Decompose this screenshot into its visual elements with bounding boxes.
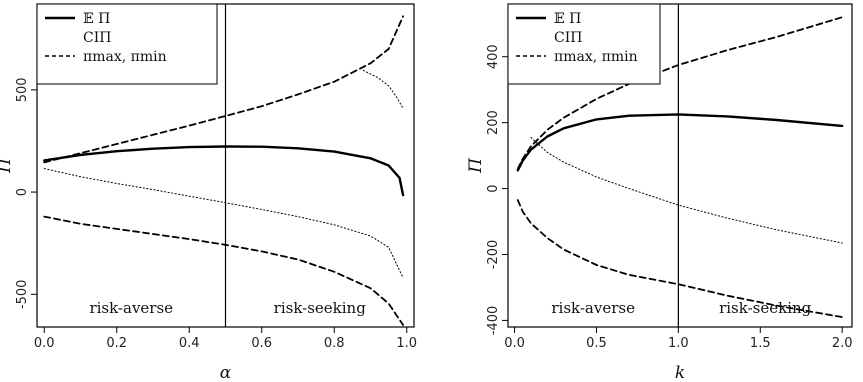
legend: 𝔼 Π CIΠ πmax, πmin (507, 3, 661, 85)
legend-entry-expected: 𝔼 Π (554, 11, 581, 27)
y-tick-label: 400 (486, 44, 501, 69)
chart-panel-k: 0.0 0.5 1.0 1.5 2.0 -400 -200 0 200 400 k Π risk-… (466, 3, 853, 382)
x-tick-label: 1.0 (396, 336, 417, 351)
y-tick-label: 0 (486, 184, 501, 192)
x-tick-label: 0.0 (34, 336, 55, 351)
axis-ticks: 0.0 0.2 0.4 0.6 0.8 1.0 -500 0 500 (15, 77, 417, 351)
series-line-dashed-2 (516, 16, 844, 170)
series-line-dashed-3 (516, 199, 844, 318)
y-tick-label: 200 (486, 110, 501, 135)
series-line-solid-0 (43, 145, 405, 197)
series-line-dashed-4 (43, 215, 404, 326)
x-tick-label: 0.8 (324, 336, 345, 351)
series-line-dotted-1 (43, 168, 404, 279)
legend-entry-ci: CIΠ (554, 30, 582, 46)
x-tick-label: 1.5 (750, 336, 771, 351)
chart-panel-alpha: 0.0 0.2 0.4 0.6 0.8 1.0 -500 0 500 α Π risk-aver… (0, 3, 417, 382)
y-tick-label: 500 (15, 77, 30, 102)
y-axis-label: Π (466, 157, 486, 174)
x-tick-label: 2.0 (832, 336, 853, 351)
series-line-solid-0 (516, 113, 844, 172)
plot-frame (507, 3, 853, 328)
x-tick-label: 0.5 (586, 336, 607, 351)
series-marks (516, 4, 844, 327)
x-axis-label: α (220, 363, 232, 382)
legend-entry-minmax: πmax, πmin (554, 49, 638, 65)
region-label-risk-seeking: risk-seeking (274, 299, 367, 317)
x-tick-label: 0.0 (504, 336, 525, 351)
x-tick-label: 1.0 (668, 336, 689, 351)
region-label-risk-averse: risk-averse (89, 299, 173, 317)
legend-box (507, 3, 661, 85)
x-tick-label: 0.4 (179, 336, 200, 351)
region-label-risk-seeking: risk-seeking (719, 299, 812, 317)
y-tick-label: -400 (486, 306, 501, 336)
legend: 𝔼 Π CIΠ πmax, πmin (36, 3, 218, 85)
series-marks (43, 4, 405, 327)
legend-box (36, 3, 218, 85)
region-label-risk-averse: risk-averse (551, 299, 635, 317)
x-tick-label: 0.2 (106, 336, 127, 351)
y-axis-label: Π (0, 157, 15, 174)
y-tick-label: -200 (486, 240, 501, 270)
series-line-dashed-3 (43, 15, 404, 164)
y-tick-label: -500 (15, 280, 30, 310)
y-tick-label: 0 (15, 188, 30, 196)
series-line-dotted-1 (530, 137, 843, 244)
x-tick-label: 0.6 (251, 336, 272, 351)
x-axis-label: k (675, 363, 685, 382)
series-line-dotted-2 (362, 69, 404, 109)
axis-ticks: 0.0 0.5 1.0 1.5 2.0 -400 -200 0 200 400 (486, 44, 853, 351)
legend-entry-expected: 𝔼 Π (83, 11, 110, 27)
legend-entry-minmax: πmax, πmin (83, 49, 167, 65)
legend-entry-ci: CIΠ (83, 30, 111, 46)
